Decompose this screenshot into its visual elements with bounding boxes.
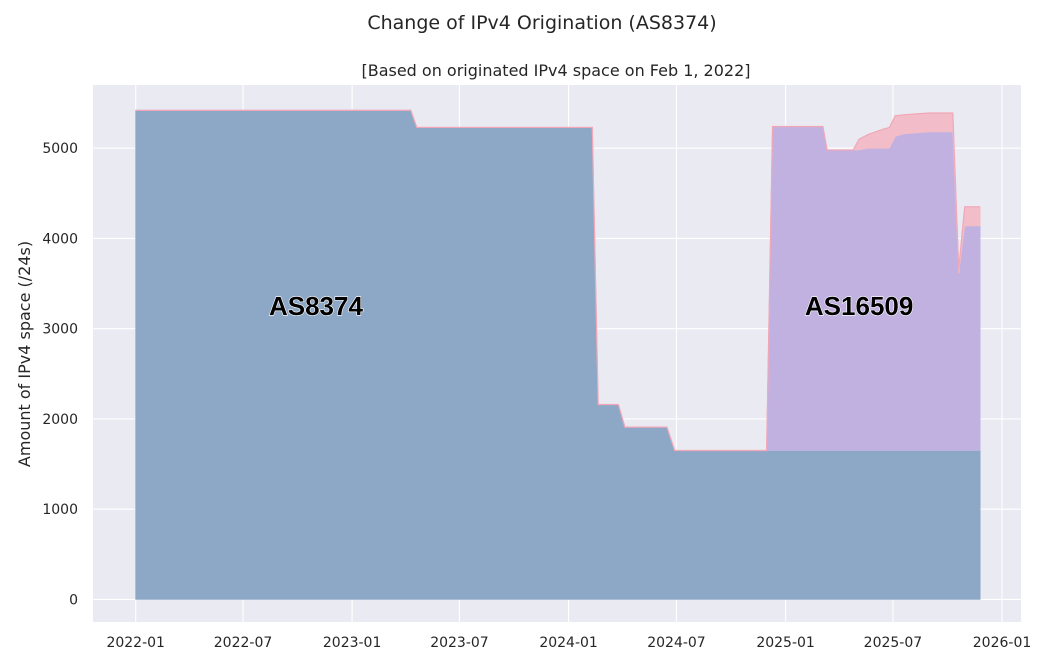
y-tick-label: 5000 [42,141,78,157]
y-tick-label: 2000 [42,412,78,428]
x-tick-label: 2023-01 [323,635,382,651]
x-tick-label: 2022-01 [106,635,165,651]
x-tick-label: 2024-07 [647,635,706,651]
x-axis-ticks: 2022-01 2022-07 2023-01 2023-07 2024-01 2024-… [106,635,1031,651]
chart-subtitle: [Based on originated IPv4 space on Feb 1… [361,61,750,80]
y-tick-label: 3000 [42,322,78,338]
area-annotations: AS8374 AS16509 [268,291,914,322]
annotation-label: AS8374 [269,291,363,321]
y-tick-label: 4000 [42,231,78,247]
x-tick-label: 2022-07 [214,635,273,651]
total-outline [135,109,981,452]
x-tick-label: 2025-07 [864,635,923,651]
annotation-label: AS16509 [805,291,913,321]
stacked-areas [135,109,981,600]
y-axis-label: Amount of IPv4 space (/24s) [15,241,34,467]
x-tick-label: 2023-07 [430,635,489,651]
x-tick-label: 2025-01 [756,635,815,651]
y-axis-ticks: 0 1000 2000 3000 4000 5000 [42,141,78,608]
x-tick-label: 2024-01 [539,635,598,651]
y-tick-label: 1000 [42,502,78,518]
y-tick-label: 0 [69,592,78,608]
chart-title: Change of IPv4 Origination (AS8374) [367,12,716,34]
x-tick-label: 2026-01 [973,635,1032,651]
